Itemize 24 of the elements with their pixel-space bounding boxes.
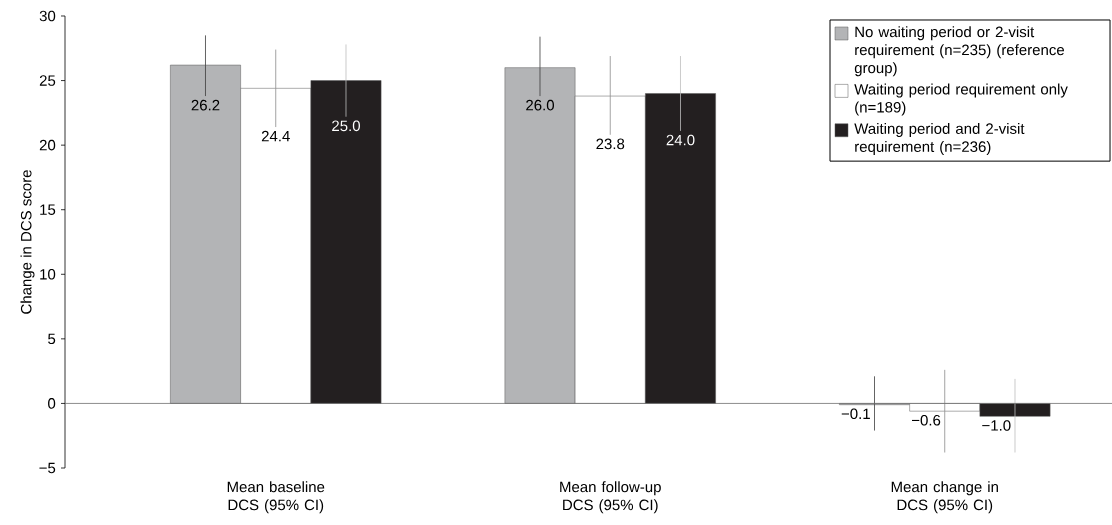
- y-tick-label: 5: [48, 333, 56, 345]
- data-label: 24.4: [261, 130, 290, 142]
- data-label: 26.2: [191, 99, 220, 111]
- data-label: 23.8: [596, 138, 625, 150]
- x-tick-label: Mean change in DCS (95% CI): [891, 481, 998, 514]
- x-tick-label: Mean follow-up DCS (95% CI): [560, 481, 661, 514]
- y-tick-label: 25: [39, 75, 56, 86]
- legend-label: Waiting period and 2-visit requirement (n=236): [854, 122, 1025, 155]
- y-tick-label: 0: [48, 398, 56, 409]
- data-label: 24.0: [666, 134, 695, 146]
- data-label: −0.6: [911, 414, 941, 426]
- data-label: −0.1: [841, 408, 870, 420]
- y-tick-label: 30: [39, 10, 56, 22]
- y-axis-title: Change in DCS score: [20, 170, 35, 314]
- y-tick-label: 15: [40, 204, 56, 215]
- y-tick-label: 10: [40, 268, 56, 280]
- legend-label: No waiting period or 2-visit requirement (n=235) (reference group): [854, 26, 1065, 77]
- y-tick-label: 20: [39, 139, 56, 151]
- x-tick-label: Mean baseline DCS (95% CI): [227, 481, 325, 514]
- data-label: 26.0: [526, 99, 554, 111]
- legend-label: Waiting period requirement only (n=189): [854, 83, 1068, 116]
- data-label: −1.0: [982, 420, 1011, 431]
- data-label: 25.0: [332, 120, 360, 132]
- y-tick-label: −5: [39, 462, 56, 474]
